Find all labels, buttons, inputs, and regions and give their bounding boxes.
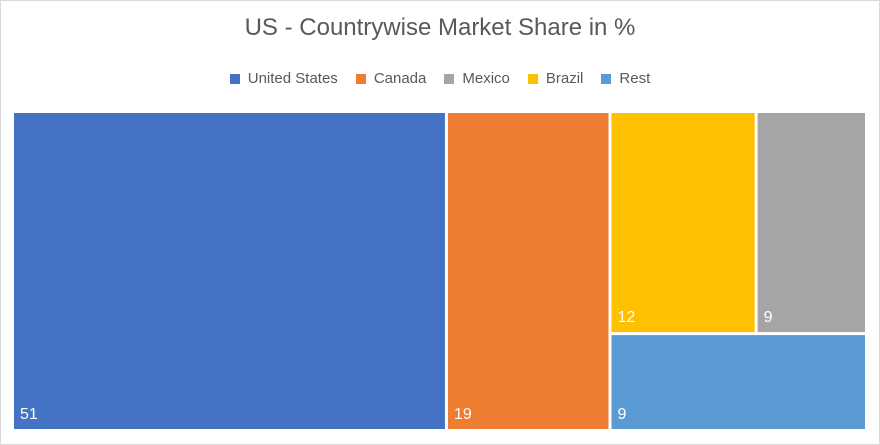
treemap-label-mexico: 9 bbox=[764, 309, 773, 326]
legend-item-brazil: Brazil bbox=[527, 70, 584, 87]
legend-item-canada: Canada bbox=[355, 70, 427, 87]
treemap-tile-united-states bbox=[14, 113, 445, 429]
legend-swatch-canada bbox=[355, 73, 366, 84]
treemap-label-united-states: 51 bbox=[20, 406, 38, 423]
legend-swatch-united-states bbox=[229, 73, 240, 84]
chart-title: US - Countrywise Market Share in % bbox=[244, 14, 636, 41]
treemap-tile-mexico bbox=[757, 113, 865, 333]
legend-label-united-states: United States bbox=[247, 70, 338, 87]
treemap-label-brazil: 12 bbox=[618, 309, 636, 326]
legend-item-rest: Rest bbox=[601, 70, 650, 87]
treemap-tile-brazil bbox=[611, 113, 755, 333]
legend-label-rest: Rest bbox=[619, 70, 651, 87]
chart-legend: United States Canada Mexico Brazil Rest bbox=[0, 70, 880, 87]
treemap-tile-rest bbox=[611, 335, 865, 429]
treemap-tile-canada bbox=[447, 113, 609, 429]
legend-label-mexico: Mexico bbox=[462, 70, 510, 87]
legend-swatch-brazil bbox=[527, 73, 538, 84]
legend-item-mexico: Mexico bbox=[444, 70, 510, 87]
legend-swatch-rest bbox=[601, 73, 612, 84]
legend-label-brazil: Brazil bbox=[545, 70, 584, 87]
legend-swatch-mexico bbox=[444, 73, 455, 84]
legend-label-canada: Canada bbox=[373, 70, 427, 87]
legend-item-united-states: United States bbox=[229, 70, 338, 87]
treemap-label-rest: 9 bbox=[618, 406, 627, 423]
treemap-label-canada: 19 bbox=[454, 406, 472, 423]
